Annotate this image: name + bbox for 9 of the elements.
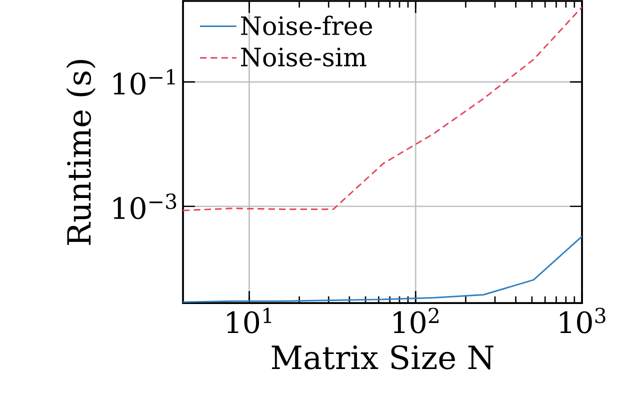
x-tick-label: 10$^{1}$ (227, 308, 272, 334)
y-tick-label: 10$^{−3}$ (114, 194, 176, 220)
x-tick-label: 10$^{2}$ (394, 308, 438, 334)
y-tick-label: 10$^{−1}$ (114, 69, 175, 95)
legend-label: Noise-sim (241, 48, 366, 67)
x-axis-title: Matrix Size N (272, 345, 494, 370)
x-tick-label: 10$^{3}$ (560, 308, 606, 334)
legend-label: Noise-free (241, 16, 372, 36)
y-axis-title: Runtime (s) (66, 60, 96, 245)
